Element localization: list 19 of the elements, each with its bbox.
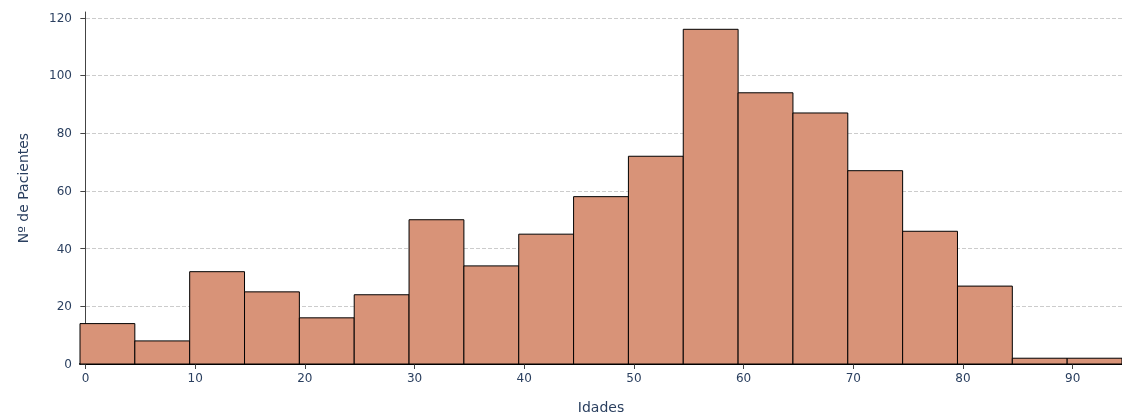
x-tick-label: 80 <box>955 371 971 385</box>
x-tick-label: 40 <box>516 371 532 385</box>
y-tick-label: 20 <box>56 299 72 314</box>
x-tick-label: 50 <box>626 371 642 385</box>
y-tick-label: 60 <box>56 183 72 198</box>
x-tick-label: 10 <box>187 371 203 385</box>
y-tick-label: 100 <box>49 68 72 83</box>
x-tick-label: 90 <box>1065 371 1081 385</box>
y-tick-label: 80 <box>56 126 72 141</box>
y-tick-label: 40 <box>56 241 72 256</box>
x-tick-label: 0 <box>81 371 90 385</box>
y-tick-label: 0 <box>64 357 72 371</box>
x-axis-title: Idades <box>577 399 625 415</box>
x-tick-label: 60 <box>735 371 752 385</box>
x-tick-label: 20 <box>297 371 313 385</box>
x-tick-label: 70 <box>845 371 861 385</box>
y-axis-title: Nº de Pacientes <box>15 132 31 244</box>
x-tick-label: 30 <box>406 371 423 385</box>
y-tick-label: 120 <box>49 10 72 25</box>
